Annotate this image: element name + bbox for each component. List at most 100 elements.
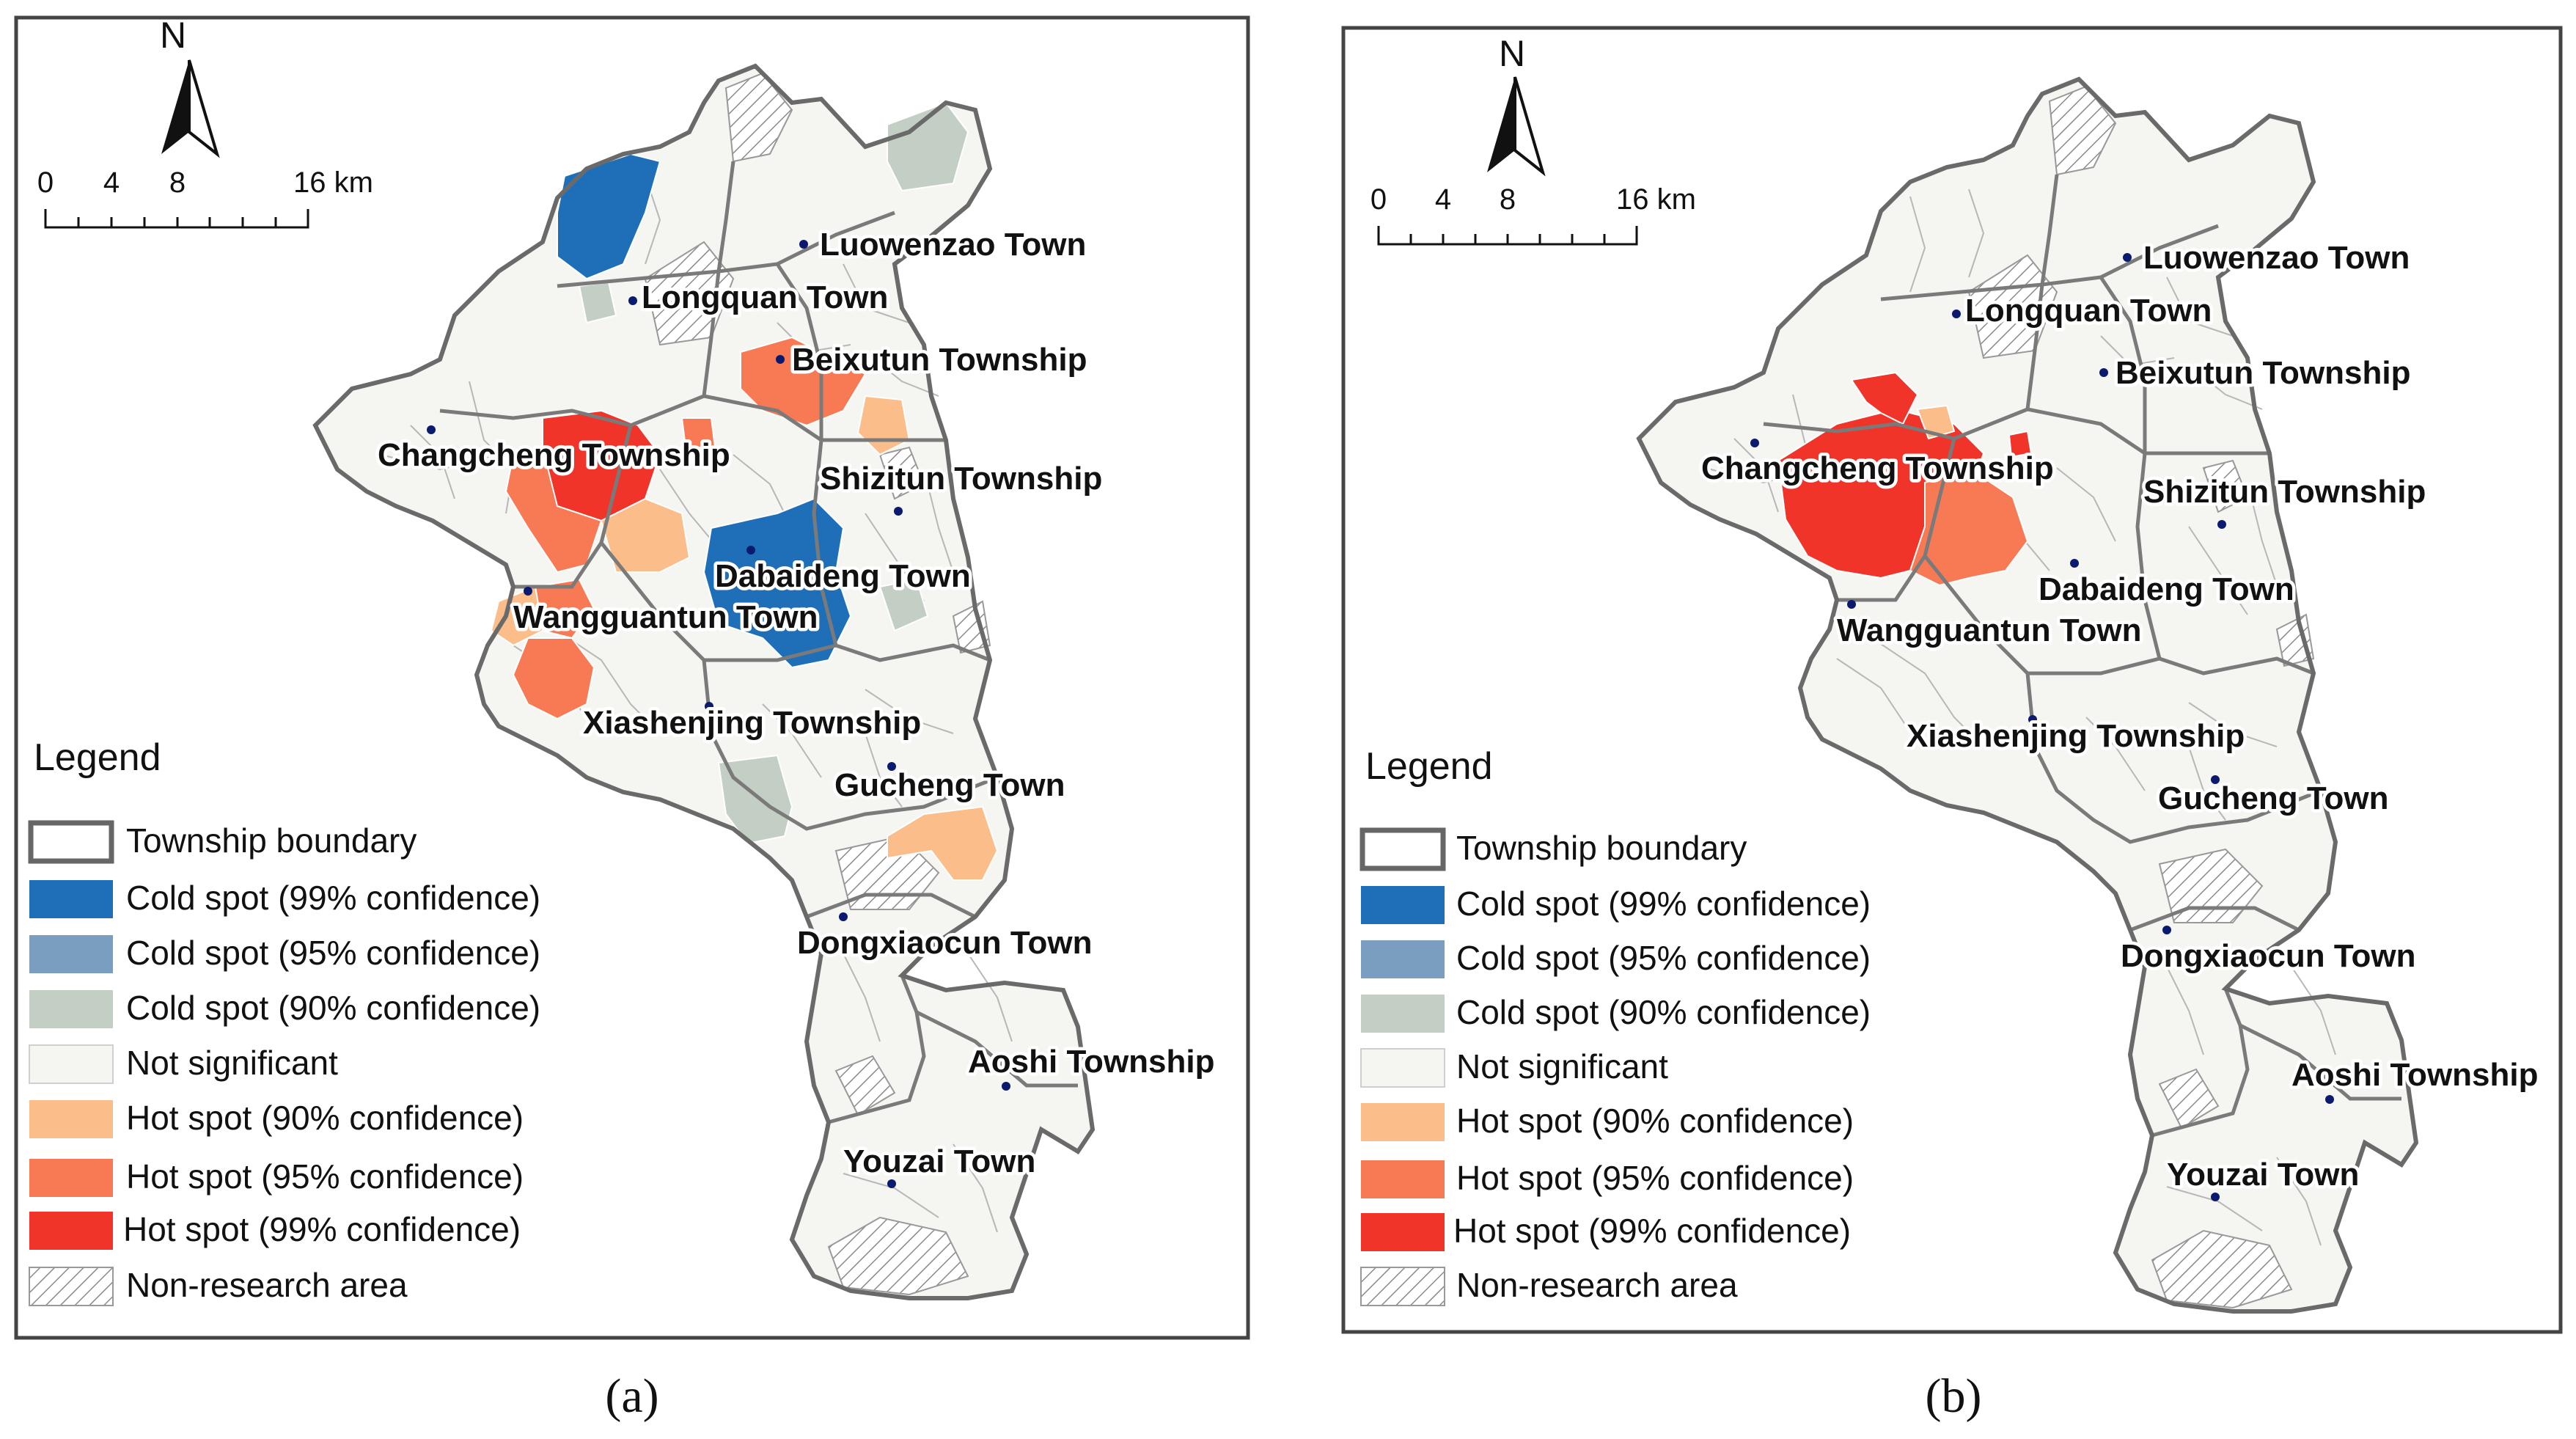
town-label-gucheng: Gucheng Town xyxy=(834,767,1065,803)
town-dot xyxy=(2099,368,2108,377)
town-dot xyxy=(628,296,637,305)
legend-swatch-hot95 xyxy=(29,1159,113,1197)
legend-label: Township boundary xyxy=(126,821,417,860)
north-arrow-right-icon xyxy=(1513,76,1546,177)
town-dot xyxy=(2123,253,2132,262)
spot-hot90-changcheng xyxy=(600,497,691,573)
panel-b: Luowenzao Town Longquan Town Beixutun To… xyxy=(1341,26,2563,1334)
legend-b: Legend Township boundary Cold spot (99% … xyxy=(1359,745,1871,1306)
legend-label: Cold spot (90% confidence) xyxy=(1456,993,1871,1031)
north-arrow-right-icon xyxy=(188,59,220,158)
legend-swatch-hot90 xyxy=(29,1100,113,1138)
north-arrow-left-icon xyxy=(1487,77,1515,172)
scale-tick-4: 4 xyxy=(103,166,120,199)
legend-label: Township boundary xyxy=(1456,829,1747,867)
legend-swatch-hot90 xyxy=(1361,1103,1445,1141)
town-label-changcheng: Changcheng Township xyxy=(378,437,730,473)
caption-b: (b) xyxy=(1926,1369,1982,1423)
town-dot xyxy=(799,240,808,249)
scale-tick-16: 16 km xyxy=(293,166,373,199)
town-label-longquan: Longquan Town xyxy=(1965,293,2212,329)
town-label-dongxiaocun: Dongxiaocun Town xyxy=(2121,938,2416,974)
caption-a: (a) xyxy=(605,1369,658,1423)
legend-label: Hot spot (99% confidence) xyxy=(123,1210,521,1248)
map-b: Luowenzao Town Longquan Town Beixutun To… xyxy=(1639,79,2542,1311)
legend-label: Not significant xyxy=(126,1044,338,1082)
town-label-shizitun: Shizitun Township xyxy=(2143,474,2426,510)
spot-cold99-longquan xyxy=(557,153,661,280)
legend-swatch-notsig xyxy=(29,1044,114,1084)
spot-cold90-longquan xyxy=(578,281,617,324)
legend-title: Legend xyxy=(1365,745,1493,788)
town-label-xiashenjing: Xiashenjing Township xyxy=(1907,718,2245,754)
town-label-luowenzao: Luowenzao Town xyxy=(2143,240,2410,276)
legend-swatch-cold90 xyxy=(29,990,113,1028)
north-label: N xyxy=(160,15,186,56)
legend-title: Legend xyxy=(34,736,161,779)
north-arrow-b: N xyxy=(1487,33,1546,177)
north-arrow-a: N xyxy=(160,15,220,158)
scale-tick-16: 16 km xyxy=(1616,183,1696,216)
town-label-aoshi: Aoshi Township xyxy=(2291,1057,2539,1093)
town-label-youzai: Youzai Town xyxy=(2167,1157,2359,1193)
scale-tick-4: 4 xyxy=(1435,183,1451,216)
legend-label: Hot spot (95% confidence) xyxy=(1456,1159,1854,1197)
legend-swatch-cold95 xyxy=(29,935,113,973)
town-dot xyxy=(2070,559,2079,568)
legend-label: Non-research area xyxy=(126,1266,408,1304)
town-dot xyxy=(2162,926,2171,934)
legend-swatch-hot99 xyxy=(1361,1213,1445,1251)
legend-label: Cold spot (99% confidence) xyxy=(1456,885,1871,923)
legend-swatch-cold90 xyxy=(1361,995,1445,1033)
town-dot xyxy=(705,702,713,711)
legend-a: Legend Township boundary Cold spot (99% … xyxy=(28,736,540,1306)
map-a: Luowenzao Town Longquan Town Beixutun To… xyxy=(315,66,1218,1298)
spot-hot95-beixutun xyxy=(740,336,867,427)
scale-tick-0: 0 xyxy=(37,166,54,199)
legend-label: Hot spot (99% confidence) xyxy=(1453,1212,1851,1250)
legend-swatch-boundary xyxy=(1359,827,1446,871)
north-label: N xyxy=(1499,33,1525,74)
town-label-beixutun: Beixutun Township xyxy=(2116,355,2411,391)
scale-tick-0: 0 xyxy=(1370,183,1387,216)
spot-hot99-small xyxy=(2008,430,2033,458)
spot-hot90-gucheng xyxy=(887,805,999,881)
legend-swatch-cold99 xyxy=(29,880,113,918)
town-dot xyxy=(1750,439,1759,447)
town-dot xyxy=(887,1179,896,1188)
town-dot xyxy=(1952,310,1961,318)
town-dot xyxy=(2211,775,2220,784)
north-arrow-left-icon xyxy=(161,60,189,154)
spot-cold90-dabaideng xyxy=(878,578,929,632)
legend-swatch-boundary xyxy=(28,820,114,864)
town-label-dabaideng: Dabaideng Town xyxy=(715,558,971,594)
town-label-beixutun: Beixutun Township xyxy=(792,342,1087,378)
scale-bar-a: 0 4 8 16 km xyxy=(37,166,373,229)
town-dot xyxy=(1002,1082,1010,1091)
town-label-luowenzao: Luowenzao Town xyxy=(820,227,1086,263)
town-label-wangguantun: Wangguantun Town xyxy=(513,599,818,635)
scale-bar-b: 0 4 8 16 km xyxy=(1370,183,1696,246)
towns-a: Luowenzao Town Longquan Town Beixutun To… xyxy=(375,224,1218,1188)
legend-swatch-hatch xyxy=(29,1267,114,1306)
town-label-wangguantun: Wangguantun Town xyxy=(1837,612,2141,648)
legend-swatch-cold99 xyxy=(1361,886,1445,924)
spot-hot95-wangguantun-s xyxy=(512,637,595,720)
town-label-youzai: Youzai Town xyxy=(843,1143,1035,1179)
scale-bar-line xyxy=(1377,226,1638,246)
town-dot xyxy=(1847,600,1856,609)
town-label-dongxiaocun: Dongxiaocun Town xyxy=(797,925,1093,961)
scale-tick-8: 8 xyxy=(1500,183,1516,216)
scale-bar-line xyxy=(44,209,309,229)
town-label-changcheng: Changcheng Township xyxy=(1701,450,2054,486)
legend-label: Non-research area xyxy=(1456,1266,1738,1304)
town-label-gucheng: Gucheng Town xyxy=(2158,780,2389,816)
town-dot xyxy=(887,762,896,771)
town-label-aoshi: Aoshi Township xyxy=(968,1044,1215,1080)
legend-swatch-notsig xyxy=(1360,1048,1445,1088)
town-label-xiashenjing: Xiashenjing Township xyxy=(583,705,921,741)
legend-label: Not significant xyxy=(1456,1047,1668,1085)
legend-swatch-hot99 xyxy=(29,1212,113,1250)
spot-cold90-xiashenjing xyxy=(717,754,793,845)
